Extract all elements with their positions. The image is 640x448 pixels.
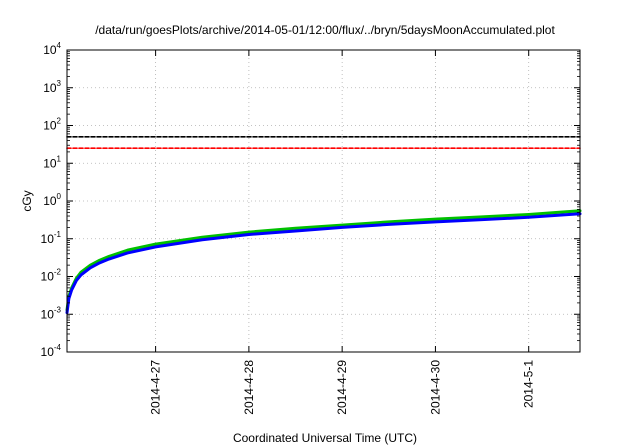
y-tick-label: 102 — [43, 117, 61, 133]
y-axis-label: cGy — [20, 190, 34, 211]
y-tick-label: 10-2 — [41, 268, 62, 284]
y-tick-label: 10-4 — [41, 343, 62, 359]
x-tick-label: 2014-4-30 — [428, 360, 442, 415]
series-line — [65, 209, 582, 312]
chart-title: /data/run/goesPlots/archive/2014-05-01/1… — [95, 23, 555, 37]
x-tick-label: 2014-5-1 — [522, 360, 536, 408]
y-tick-label: 103 — [43, 79, 61, 95]
x-tick-label: 2014-4-28 — [242, 360, 256, 415]
x-tick-label: 2014-4-29 — [335, 360, 349, 415]
x-tick-label: 2014-4-27 — [149, 360, 163, 415]
x-axis: 2014-4-27 2014-4-28 2014-4-29 2014-4-30 2014… — [149, 50, 536, 415]
plot-area — [65, 136, 582, 315]
x-axis-label: Coordinated Universal Time (UTC) — [233, 431, 417, 445]
y-tick-label: 100 — [43, 192, 61, 208]
y-tick-label: 10-3 — [41, 305, 62, 321]
y-axis: 10-4 10-3 10-2 10-1 100 101 102 103 104 — [41, 41, 580, 359]
y-tick-label: 101 — [43, 154, 61, 170]
y-tick-label: 10-1 — [41, 230, 62, 246]
y-tick-label: 104 — [43, 41, 61, 57]
series-line — [65, 212, 582, 315]
grid — [67, 50, 580, 352]
